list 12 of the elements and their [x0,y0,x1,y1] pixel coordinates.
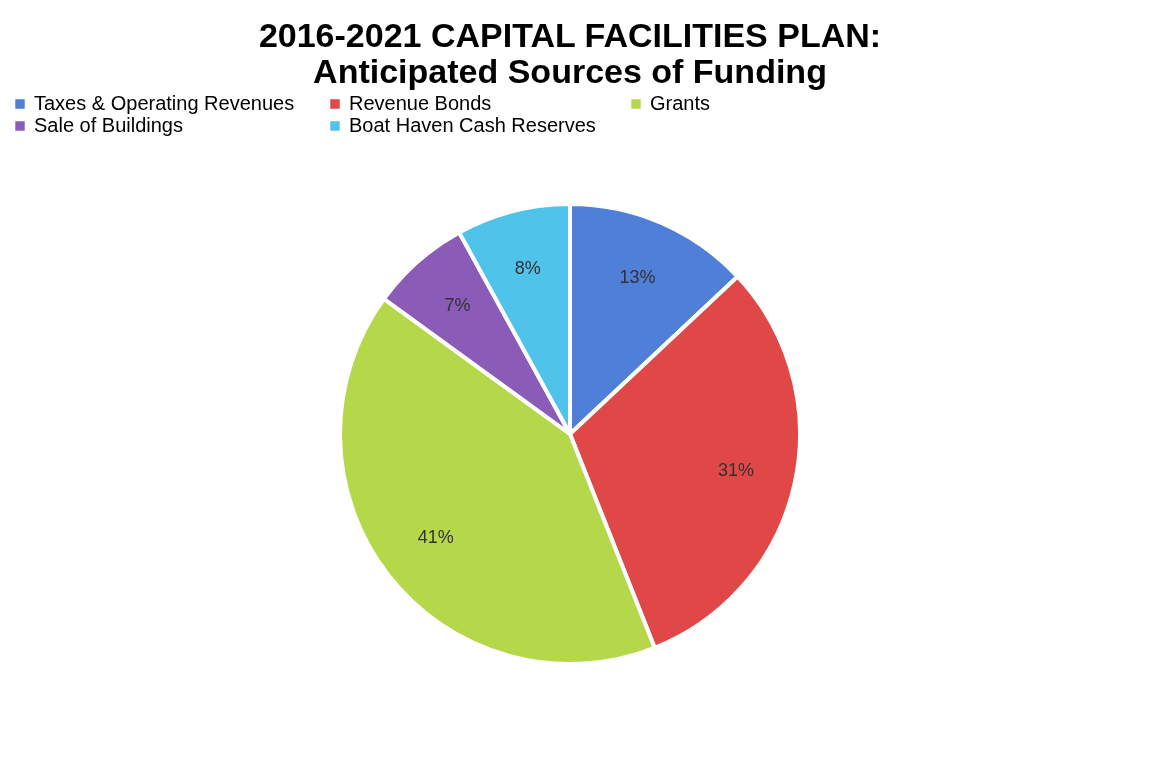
legend-label: Sale of Buildings [34,114,183,136]
legend-label: Grants [650,92,711,114]
data-label: 41% [417,527,454,548]
text: Anticipated Sources of Funding [313,52,827,90]
legend-label: Revenue Bonds [349,92,492,114]
data-label: 31% [717,460,754,481]
data-label: 8% [514,258,541,279]
data-label: 7% [444,295,471,316]
legend-label: Taxes & Operating Revenues [34,92,295,114]
data-label: 13% [619,266,656,287]
legend-label: Boat Haven Cash Reserves [349,114,596,136]
text: 2016-2021 CAPITAL FACILITIES PLAN: [258,16,882,54]
